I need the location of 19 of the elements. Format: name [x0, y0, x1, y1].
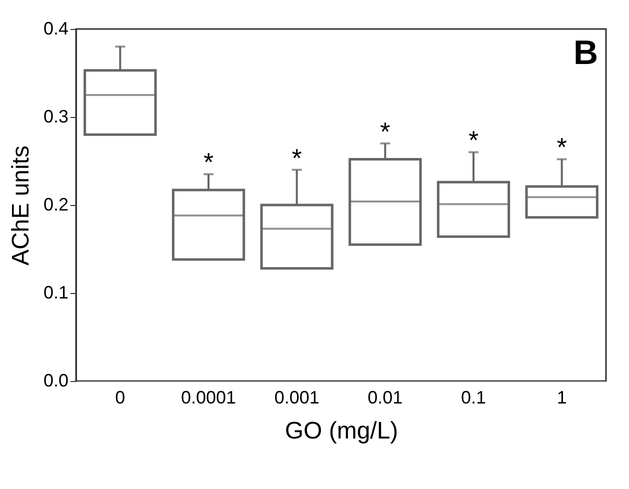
annotation: * — [203, 147, 214, 178]
annotation: * — [468, 125, 479, 156]
x-tick-label: 1 — [556, 388, 567, 408]
x-axis-title: GO (mg/L) — [284, 418, 398, 444]
y-tick-label: 0.1 — [43, 282, 68, 302]
annotation: * — [556, 132, 567, 162]
x-tick-label: 0 — [115, 388, 126, 408]
x-tick-label: 0.0001 — [180, 388, 236, 408]
y-tick-label: 0.4 — [43, 18, 68, 38]
y-tick-label: 0.2 — [43, 194, 68, 214]
y-tick-label: 0.0 — [43, 370, 68, 390]
annotation: B — [573, 34, 598, 72]
annotation: * — [292, 142, 302, 173]
annotation: * — [380, 116, 390, 146]
y-axis-title: AChE units — [7, 145, 34, 266]
x-tick-label: 0.1 — [460, 388, 486, 408]
x-tick-label: 0.01 — [368, 388, 403, 408]
y-tick-label: 0.3 — [43, 106, 68, 126]
x-tick-label: 0.001 — [274, 388, 320, 408]
